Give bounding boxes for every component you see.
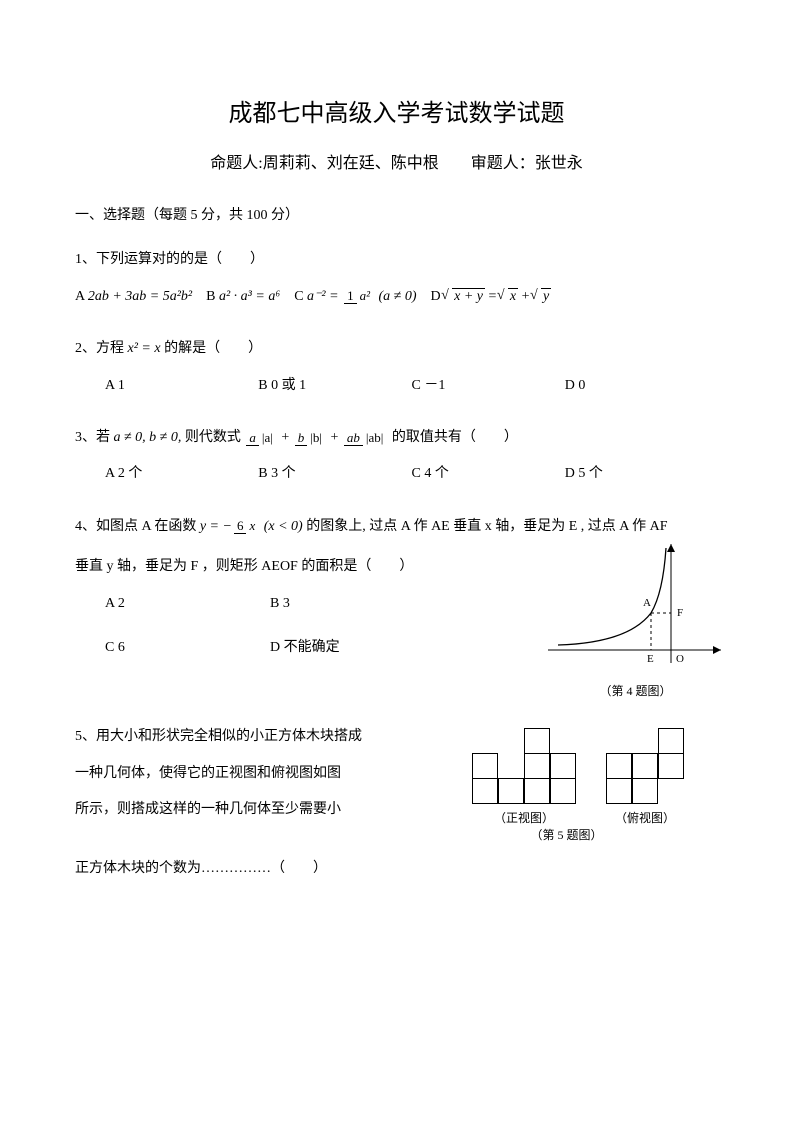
q3-option-d: D 5 个: [565, 463, 718, 485]
grid-cell: [498, 728, 524, 754]
q2-stem: 2、方程 x² = x 的解是（ ）: [75, 338, 718, 360]
q4-option-d: D 不能确定: [270, 637, 435, 659]
q3-option-b: B 3 个: [258, 463, 411, 485]
q1-option-a: A 2ab + 3ab = 5a²b²: [75, 286, 192, 308]
grid-cell: [472, 753, 498, 779]
svg-text:A: A: [643, 597, 651, 609]
grid-cell: [658, 728, 684, 754]
q2-option-c: C －1: [412, 375, 565, 397]
front-view-grid: [472, 728, 576, 803]
grid-cell: [632, 778, 658, 804]
svg-text:O: O: [676, 653, 684, 665]
grid-cell: [498, 753, 524, 779]
grid-cell: [550, 728, 576, 754]
grid-cell: [550, 753, 576, 779]
q1-option-c: C a⁻² = 1a² (a ≠ 0): [294, 286, 416, 308]
grid-cell: [472, 778, 498, 804]
svg-text:E: E: [647, 653, 654, 665]
section-heading: 一、选择题（每题 5 分，共 100 分）: [75, 205, 718, 227]
grid-cell: [550, 778, 576, 804]
q4-option-c: C 6: [105, 637, 270, 659]
grid-cell: [524, 778, 550, 804]
question-3: 3、若 a ≠ 0, b ≠ 0, 则代数式 a|a| + b|b| + ab|…: [75, 427, 718, 486]
grid-cell: [524, 753, 550, 779]
q5-figures: （正视图） （俯视图）: [438, 719, 718, 828]
q2-option-d: D 0: [565, 375, 718, 397]
grid-cell: [472, 728, 498, 754]
q4-option-b: B 3: [270, 593, 435, 615]
grid-cell: [632, 728, 658, 754]
grid-cell: [632, 753, 658, 779]
q5-line1: 5、用大小和形状完全相似的小正方体木块搭成: [75, 719, 438, 755]
grid-cell: [606, 753, 632, 779]
q4-figure: F A E O （第 4 题图）: [543, 538, 728, 702]
grid-cell: [606, 728, 632, 754]
grid-cell: [606, 778, 632, 804]
q3-stem: 3、若 a ≠ 0, b ≠ 0, 则代数式 a|a| + b|b| + ab|…: [75, 427, 718, 449]
question-4: 4、如图点 A 在函数 y = −6x (x < 0) 的图象上, 过点 A 作…: [75, 516, 718, 660]
grid-cell: [498, 778, 524, 804]
question-5: 5、用大小和形状完全相似的小正方体木块搭成 一种几何体，使得它的正视图和俯视图如…: [75, 719, 718, 880]
hyperbola-graph-icon: F A E O: [543, 538, 728, 668]
svg-text:F: F: [677, 607, 683, 619]
page-title: 成都七中高级入学考试数学试题: [75, 95, 718, 133]
q4-option-a: A 2: [105, 593, 270, 615]
q5-line3: 所示，则搭成这样的一种几何体至少需要小: [75, 792, 438, 828]
grid-cell: [658, 753, 684, 779]
q1-option-b: B a² · a³ = a⁶: [206, 286, 280, 308]
q5-line4: 正方体木块的个数为……………（ ）: [75, 858, 718, 880]
question-1: 1、下列运算对的的是（ ） A 2ab + 3ab = 5a²b² B a² ·…: [75, 249, 718, 308]
q5-line2: 一种几何体，使得它的正视图和俯视图如图: [75, 756, 438, 792]
top-view-label: （俯视图）: [606, 809, 684, 828]
question-2: 2、方程 x² = x 的解是（ ） A 1 B 0 或 1 C －1 D 0: [75, 338, 718, 397]
q4-figure-caption: （第 4 题图）: [543, 682, 728, 701]
q3-option-c: C 4 个: [412, 463, 565, 485]
grid-cell: [658, 778, 684, 804]
grid-cell: [524, 728, 550, 754]
q4-stem-line1: 4、如图点 A 在函数 y = −6x (x < 0) 的图象上, 过点 A 作…: [75, 516, 718, 538]
q2-option-a: A 1: [105, 375, 258, 397]
q1-stem: 1、下列运算对的的是（ ）: [75, 249, 718, 271]
q5-figure-caption: （第 5 题图）: [415, 826, 718, 845]
top-view-grid: [606, 728, 684, 803]
q3-option-a: A 2 个: [105, 463, 258, 485]
page-subtitle: 命题人:周莉莉、刘在廷、陈中根 审题人：张世永: [75, 151, 718, 177]
q1-option-d: D x + y = x + y: [431, 286, 552, 308]
q2-option-b: B 0 或 1: [258, 375, 411, 397]
